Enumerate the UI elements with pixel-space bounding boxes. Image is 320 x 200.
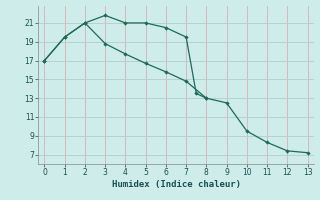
X-axis label: Humidex (Indice chaleur): Humidex (Indice chaleur) xyxy=(111,180,241,189)
